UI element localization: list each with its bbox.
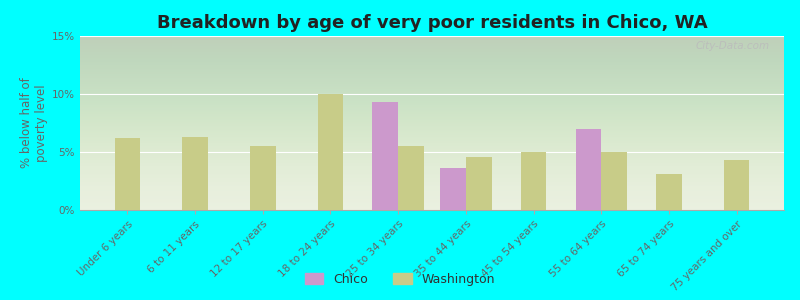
Bar: [182, 137, 208, 210]
Legend: Chico, Washington: Chico, Washington: [300, 268, 500, 291]
Bar: [114, 138, 140, 210]
Bar: [602, 152, 627, 210]
Bar: [656, 174, 682, 210]
Y-axis label: % below half of
poverty level: % below half of poverty level: [20, 78, 48, 168]
Title: Breakdown by age of very poor residents in Chico, WA: Breakdown by age of very poor residents …: [157, 14, 707, 32]
Bar: [466, 157, 491, 210]
Bar: [724, 160, 750, 210]
Text: City-Data.com: City-Data.com: [696, 41, 770, 51]
Bar: [521, 152, 546, 210]
Bar: [373, 102, 398, 210]
Bar: [575, 129, 602, 210]
Bar: [398, 146, 424, 210]
Bar: [250, 146, 276, 210]
Bar: [440, 168, 466, 210]
Bar: [318, 94, 343, 210]
